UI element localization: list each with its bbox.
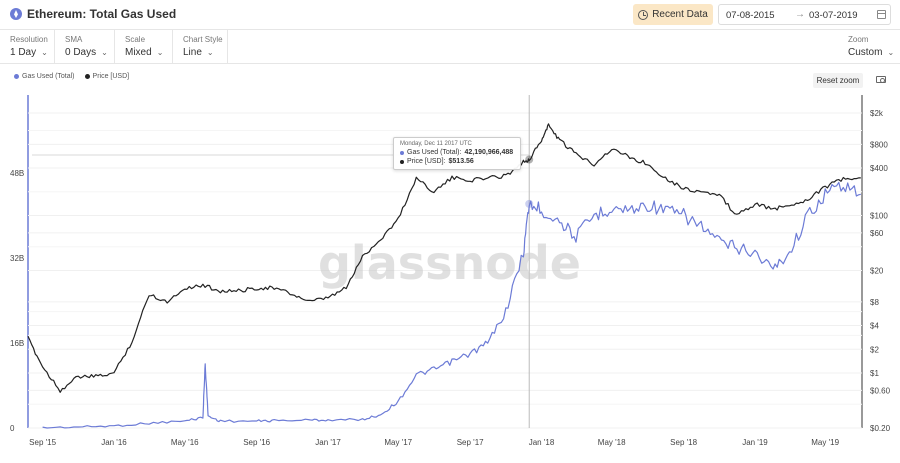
y-right-tick-label: $1 xyxy=(870,369,879,378)
chart-style-value: Line xyxy=(183,47,202,58)
y-right-tick-label: $4 xyxy=(870,322,879,331)
reset-zoom-button[interactable]: Reset zoom xyxy=(813,73,863,88)
resolution-value: 1 Day xyxy=(10,47,37,58)
resolution-label: Resolution xyxy=(10,35,48,44)
legend-label-price: Price [USD] xyxy=(92,73,130,80)
x-tick-label: May '18 xyxy=(598,438,626,447)
x-tick-label: Jan '18 xyxy=(529,438,555,447)
tooltip-gas-value: 42,190,966,488 xyxy=(464,149,514,156)
chart-controls: Resolution 1 Day ⌄ SMA 0 Days ⌄ Scale Mixe… xyxy=(0,30,900,64)
zoom-label: Zoom xyxy=(848,35,869,44)
chart-style-label: Chart Style xyxy=(183,35,223,44)
chevron-down-icon: ⌄ xyxy=(101,48,108,57)
y-right-tick-label: $8 xyxy=(870,298,879,307)
x-tick-label: Sep '15 xyxy=(29,438,56,447)
series-line-price xyxy=(27,123,861,393)
y-right-tick-label: $2k xyxy=(870,109,884,118)
zoom-value: Custom xyxy=(848,47,883,58)
y-left-tick-label: 32B xyxy=(10,254,24,263)
y-right-tick-label: $400 xyxy=(870,164,888,173)
y-right-tick-label: $20 xyxy=(870,267,884,276)
arrow-right-icon: → xyxy=(795,9,805,20)
y-left-tick-label: 0 xyxy=(10,424,15,433)
chevron-down-icon: ⌄ xyxy=(887,48,895,57)
sma-select[interactable]: SMA 0 Days ⌄ xyxy=(55,30,115,64)
scale-select[interactable]: Scale Mixed ⌄ xyxy=(115,30,173,64)
scale-value: Mixed xyxy=(125,47,152,58)
x-tick-label: Sep '17 xyxy=(457,438,484,447)
tooltip-gas-label: Gas Used (Total): xyxy=(407,149,462,156)
chart-series xyxy=(27,123,861,429)
hover-point-price xyxy=(525,155,534,164)
tooltip-price-value: $513.56 xyxy=(448,158,474,165)
x-tick-label: May '19 xyxy=(811,438,839,447)
tooltip-dot-price xyxy=(400,159,404,164)
tooltip-row-gas: Gas Used (Total): 42,190,966,488 xyxy=(400,148,514,157)
sma-value: 0 Days xyxy=(65,47,97,58)
x-tick-label: Sep '16 xyxy=(243,438,270,447)
calendar-icon[interactable] xyxy=(877,10,886,19)
scale-label: Scale xyxy=(125,35,146,44)
legend-label-gas: Gas Used (Total) xyxy=(22,73,75,80)
legend-item-price[interactable]: Price [USD] xyxy=(84,73,130,80)
hover-point-gas xyxy=(525,199,534,208)
recent-data-label: Recent Data xyxy=(652,9,708,20)
chevron-down-icon: ⌄ xyxy=(156,48,164,57)
ethereum-icon xyxy=(10,8,22,20)
page-title: Ethereum: Total Gas Used xyxy=(27,7,177,21)
x-tick-label: May '16 xyxy=(171,438,199,447)
y-right-tick-label: $2 xyxy=(870,345,879,354)
tooltip-dot-gas xyxy=(400,150,404,155)
date-from-field[interactable]: 07-08-2015 xyxy=(726,10,775,21)
y-right-tick-label: $60 xyxy=(870,229,884,238)
zoom-select[interactable]: Zoom Custom ⌄ xyxy=(838,30,894,64)
clock-icon xyxy=(638,9,649,20)
resolution-select[interactable]: Resolution 1 Day ⌄ xyxy=(0,30,55,64)
x-tick-label: Jan '16 xyxy=(101,438,127,447)
y-axis-right: $0.20 $0.60 $1 $2 $4 $8 $20 $60 $100 $400 $800 $2k xyxy=(870,109,891,433)
x-tick-label: Sep '18 xyxy=(670,438,697,447)
recent-data-button[interactable]: Recent Data xyxy=(633,4,713,25)
y-right-tick-label: $0.60 xyxy=(870,386,891,395)
chart-legend: Gas Used (Total) Price [USD] xyxy=(14,73,129,80)
tooltip-date: Monday, Dec 11 2017 UTC xyxy=(400,141,472,147)
y-right-tick-label: $800 xyxy=(870,140,888,149)
x-tick-label: Jan '17 xyxy=(315,438,341,447)
chart-tooltip: Monday, Dec 11 2017 UTC Gas Used (Total)… xyxy=(393,137,521,170)
chevron-down-icon: ⌄ xyxy=(41,48,48,57)
header-bar: Ethereum: Total Gas Used Recent Data 07-… xyxy=(0,0,900,30)
y-axis-left: 0 16B 32B 48B xyxy=(10,169,24,433)
date-to-field[interactable]: 03-07-2019 xyxy=(809,10,858,21)
y-right-tick-label: $100 xyxy=(870,211,888,220)
camera-icon[interactable] xyxy=(876,76,886,83)
x-tick-label: May '17 xyxy=(384,438,412,447)
y-left-tick-label: 48B xyxy=(10,169,24,178)
y-left-tick-label: 16B xyxy=(10,339,24,348)
chevron-down-icon: ⌄ xyxy=(206,48,214,57)
legend-dot-price xyxy=(84,74,90,79)
x-tick-label: Jan '19 xyxy=(742,438,768,447)
series-line-gas xyxy=(42,181,861,429)
y-right-tick-label: $0.20 xyxy=(870,424,891,433)
tooltip-price-label: Price [USD]: xyxy=(407,158,446,165)
legend-dot-gas xyxy=(14,74,19,79)
watermark-text: glassnode xyxy=(318,236,581,290)
date-range-picker[interactable]: 07-08-2015 → 03-07-2019 xyxy=(718,4,891,25)
sma-label: SMA xyxy=(65,35,83,44)
legend-item-gas[interactable]: Gas Used (Total) xyxy=(14,73,75,80)
tooltip-row-price: Price [USD]: $513.56 xyxy=(400,157,514,166)
x-axis: Sep '15 Jan '16 May '16 Sep '16 Jan '17 May '… xyxy=(29,438,839,447)
chart-style-select[interactable]: Chart Style Line ⌄ xyxy=(173,30,228,64)
